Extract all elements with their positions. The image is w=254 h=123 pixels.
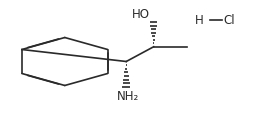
Text: NH₂: NH₂ (116, 90, 139, 103)
Text: H: H (195, 14, 203, 27)
Text: HO: HO (132, 8, 150, 21)
Text: Cl: Cl (224, 14, 235, 27)
